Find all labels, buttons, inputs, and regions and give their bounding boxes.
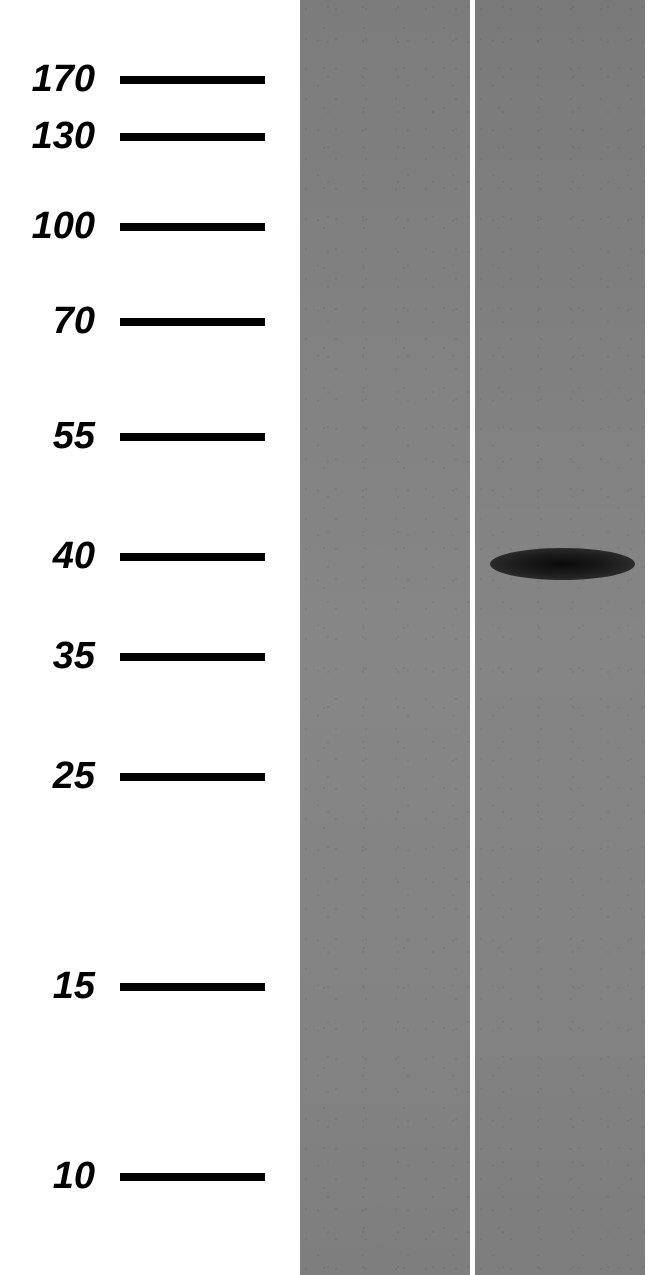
marker-tick <box>120 773 265 781</box>
marker-40: 40 <box>0 535 295 578</box>
marker-label: 55 <box>0 415 120 458</box>
protein-band <box>490 548 635 580</box>
marker-label: 35 <box>0 635 120 678</box>
marker-130: 130 <box>0 115 295 158</box>
marker-label: 100 <box>0 205 120 248</box>
marker-label: 15 <box>0 965 120 1008</box>
marker-tick <box>120 76 265 84</box>
marker-tick <box>120 433 265 441</box>
marker-25: 25 <box>0 755 295 798</box>
marker-tick <box>120 983 265 991</box>
marker-label: 130 <box>0 115 120 158</box>
marker-label: 10 <box>0 1155 120 1198</box>
marker-10: 10 <box>0 1155 295 1198</box>
marker-tick <box>120 223 265 231</box>
marker-100: 100 <box>0 205 295 248</box>
lane-2 <box>475 0 645 1275</box>
blot-lanes <box>300 0 645 1275</box>
marker-tick <box>120 553 265 561</box>
marker-170: 170 <box>0 58 295 101</box>
marker-tick <box>120 653 265 661</box>
lane-noise <box>475 0 645 1275</box>
marker-label: 170 <box>0 58 120 101</box>
marker-label: 40 <box>0 535 120 578</box>
marker-55: 55 <box>0 415 295 458</box>
marker-label: 70 <box>0 300 120 343</box>
marker-15: 15 <box>0 965 295 1008</box>
lane-noise <box>300 0 470 1275</box>
marker-tick <box>120 1173 265 1181</box>
marker-70: 70 <box>0 300 295 343</box>
marker-label: 25 <box>0 755 120 798</box>
marker-tick <box>120 318 265 326</box>
lane-1 <box>300 0 470 1275</box>
western-blot-image: 170 130 100 70 55 40 35 25 15 10 <box>0 0 650 1275</box>
marker-35: 35 <box>0 635 295 678</box>
molecular-weight-ladder: 170 130 100 70 55 40 35 25 15 10 <box>0 0 295 1275</box>
marker-tick <box>120 133 265 141</box>
